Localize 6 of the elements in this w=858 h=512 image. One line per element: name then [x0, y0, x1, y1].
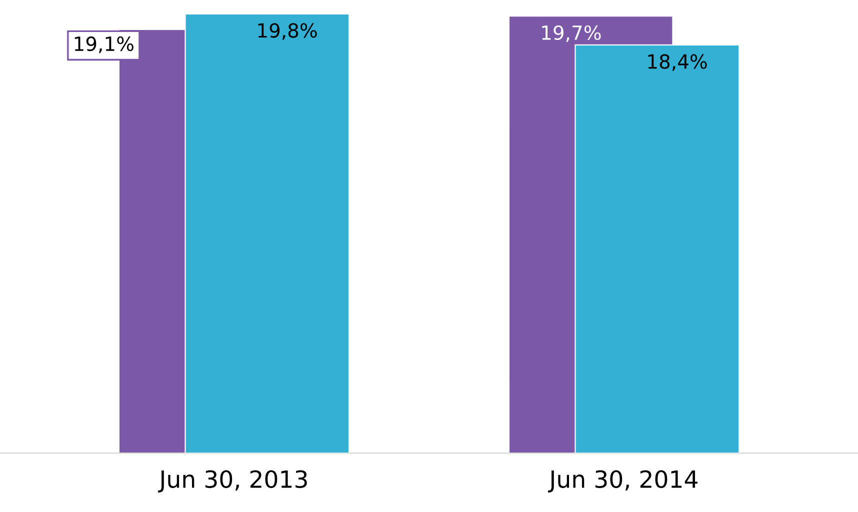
x-tick-label: Jun 30, 2013 — [158, 470, 307, 492]
x-tick-label: Jun 30, 2014 — [548, 470, 698, 492]
data-label: 18,4% — [648, 54, 707, 71]
data-label: 19,1% — [74, 36, 134, 54]
data-label: 19,7% — [542, 25, 601, 42]
data-label: 19,8% — [258, 23, 317, 40]
